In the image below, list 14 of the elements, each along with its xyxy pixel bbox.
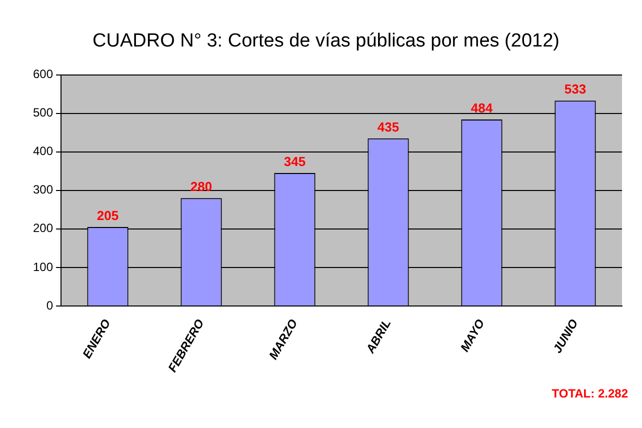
y-tick-label: 0: [46, 298, 54, 312]
data-label: 205: [96, 208, 119, 224]
y-tick-label: 500: [32, 106, 54, 120]
y-tick-label: 300: [32, 182, 54, 197]
y-tick-label: 400: [32, 144, 54, 158]
chart-title: CUADRO N° 3: Cortes de vías públicas por mes (2012): [92, 30, 560, 52]
y-tick-label: 100: [32, 260, 54, 274]
y-tick-label: 200: [32, 221, 54, 236]
text: TOTAL: 2.282: [552, 386, 628, 400]
data-label: 435: [377, 119, 400, 134]
data-label: 484: [470, 100, 494, 116]
data-label: 345: [284, 154, 306, 170]
y-tick-label: 600: [32, 67, 54, 82]
data-label: 533: [564, 82, 586, 97]
